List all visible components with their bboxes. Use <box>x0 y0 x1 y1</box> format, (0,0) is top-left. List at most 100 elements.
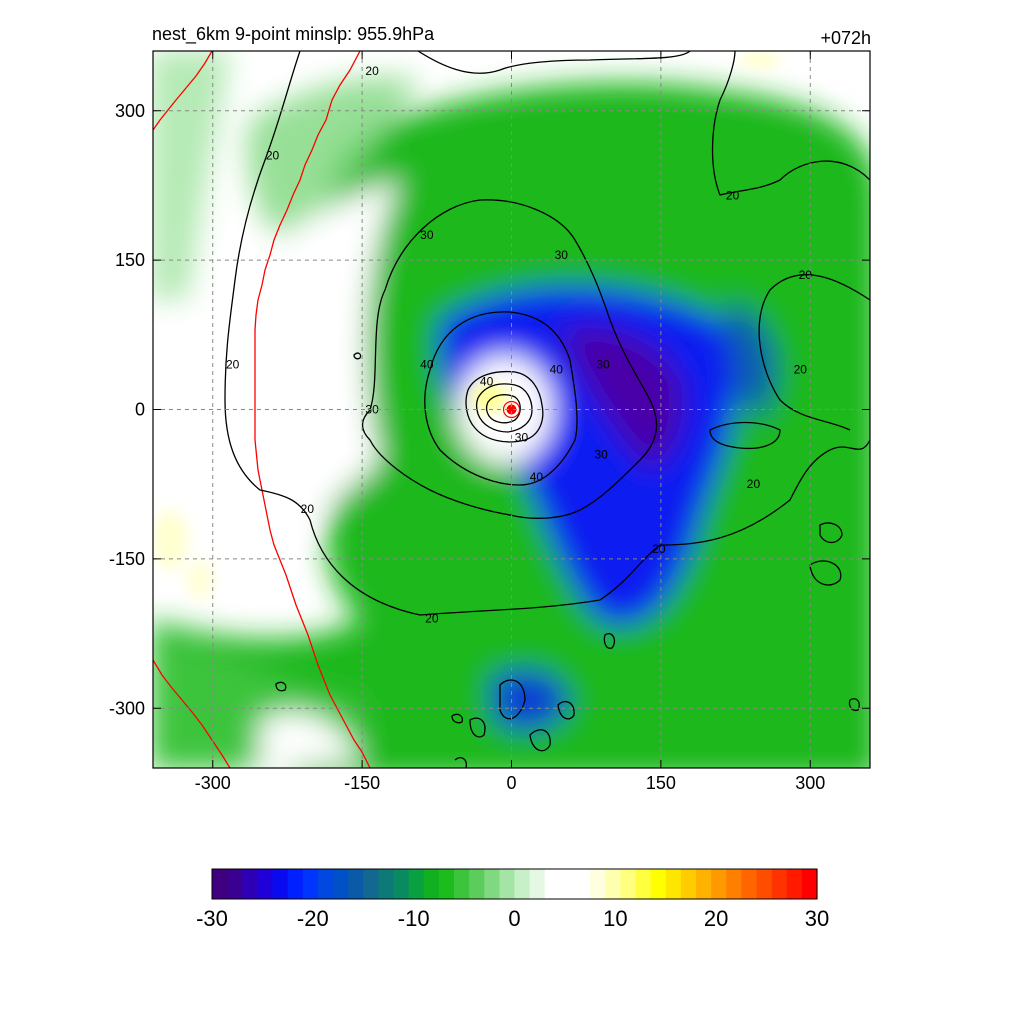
colorbar-swatch <box>302 869 319 899</box>
contour-label: 20 <box>726 188 740 202</box>
field-eye-yellow-ne <box>740 52 780 68</box>
contour-south-small-4 <box>469 717 486 738</box>
field-light-green-west <box>153 51 230 300</box>
contour-40 <box>424 311 578 486</box>
contour-se-small <box>848 698 860 712</box>
field-blue-south <box>490 669 570 731</box>
colorbar-tick-label: 0 <box>508 906 520 931</box>
contour-east-small-3 <box>809 560 842 586</box>
colorbar-swatch <box>438 869 455 899</box>
coastline <box>153 51 371 768</box>
chart-title: nest_6km 9-point minslp: 955.9hPa <box>152 24 435 45</box>
colorbar-swatch <box>227 869 243 899</box>
y-tick-label: 150 <box>115 250 145 270</box>
colorbar-swatch <box>635 869 652 899</box>
y-tick-label: 0 <box>135 400 145 420</box>
colorbar-swatch <box>756 869 773 899</box>
contour-east-small-1 <box>709 421 781 450</box>
x-tick-label: -150 <box>344 773 380 793</box>
x-tick-label: 0 <box>506 773 516 793</box>
y-tick-label: 300 <box>115 101 145 121</box>
colorbar-swatch <box>726 869 742 899</box>
colorbar-swatch <box>741 869 758 899</box>
contour-label: 20 <box>799 268 813 282</box>
shaded-field-detail <box>153 52 780 600</box>
colorbar-swatch <box>393 869 410 899</box>
colorbar-tick-label: -10 <box>398 906 430 931</box>
colorbar-tick-label: 30 <box>805 906 829 931</box>
colorbar-swatch <box>408 869 425 899</box>
colorbar-swatch <box>287 869 304 899</box>
colorbar-swatch <box>680 869 697 899</box>
contours <box>224 51 870 768</box>
coastline-southwest <box>153 659 231 768</box>
field-pale-yellow-west <box>153 510 188 570</box>
colorbar: -30 -20 -10 0 10 20 30 <box>196 868 829 931</box>
contour-south-small-2 <box>529 729 551 752</box>
colorbar-tick-label: -30 <box>196 906 228 931</box>
colorbar-swatch <box>333 869 349 899</box>
storm-center-marker <box>502 400 521 419</box>
colorbar-tick-label: 10 <box>603 906 627 931</box>
field-lower-white <box>260 712 360 768</box>
storm-center-ring <box>502 400 521 419</box>
contour-label: 30 <box>515 430 529 444</box>
colorbar-swatch <box>212 869 228 899</box>
colorbar-swatch <box>605 869 621 899</box>
axis-ticks: -300 -150 0 150 300 -300 -150 0 150 300 <box>109 51 870 793</box>
colorbar-swatch <box>317 869 334 899</box>
colorbar-swatch <box>711 869 727 899</box>
colorbar-swatch <box>257 869 274 899</box>
contour-70 <box>485 394 521 424</box>
colorbar-swatch <box>484 869 500 899</box>
contour-label: 40 <box>550 363 564 377</box>
colorbar-swatch <box>559 869 576 899</box>
coastline-west <box>254 51 371 768</box>
colorbar-swatch <box>801 869 818 899</box>
colorbar-swatch <box>378 869 395 899</box>
contour-label: 40 <box>480 375 494 389</box>
colorbar-swatch <box>363 869 379 899</box>
colorbar-swatch <box>696 869 712 899</box>
x-tick-label: 300 <box>795 773 825 793</box>
x-tick-label: -300 <box>195 773 231 793</box>
colorbar-swatch <box>771 869 788 899</box>
field-purple-core <box>560 327 683 470</box>
forecast-hour: +072h <box>820 28 871 48</box>
colorbar-swatch <box>272 869 289 899</box>
colorbar-swatch <box>423 869 440 899</box>
contour-w-small <box>353 352 362 360</box>
colorbar-swatch <box>575 869 591 899</box>
colorbar-frame <box>211 868 818 900</box>
contour-label: 20 <box>226 358 240 372</box>
coastline-northwest <box>153 51 213 131</box>
contour-label: 20 <box>652 542 666 556</box>
contour-label: 20 <box>794 363 808 377</box>
contour-label: 30 <box>594 447 608 461</box>
x-tick-label: 150 <box>646 773 676 793</box>
contour-sw-small-2 <box>451 713 464 724</box>
colorbar-swatch <box>650 869 667 899</box>
storm-center-dot <box>506 404 517 415</box>
contour-50 <box>465 370 544 443</box>
contour-30 <box>361 199 658 519</box>
colorbar-swatch <box>348 869 364 899</box>
colorbar-swatch <box>544 869 561 899</box>
contour-east-small-2 <box>819 522 843 544</box>
contour-label: 20 <box>365 64 379 78</box>
field-pale-yellow-sw <box>186 560 214 600</box>
contour-label: 30 <box>555 248 569 262</box>
contour-label: 30 <box>420 228 434 242</box>
contour-label: 30 <box>596 358 610 372</box>
contour-sw-small-3 <box>454 757 467 768</box>
colorbar-swatch <box>499 869 516 899</box>
field-blue-east <box>726 300 777 420</box>
colorbar-swatch <box>529 869 546 899</box>
colorbar-swatch <box>514 869 531 899</box>
colorbar-tick-label: -20 <box>297 906 329 931</box>
colorbar-swatch <box>786 869 803 899</box>
colorbar-tick-label: 20 <box>704 906 728 931</box>
